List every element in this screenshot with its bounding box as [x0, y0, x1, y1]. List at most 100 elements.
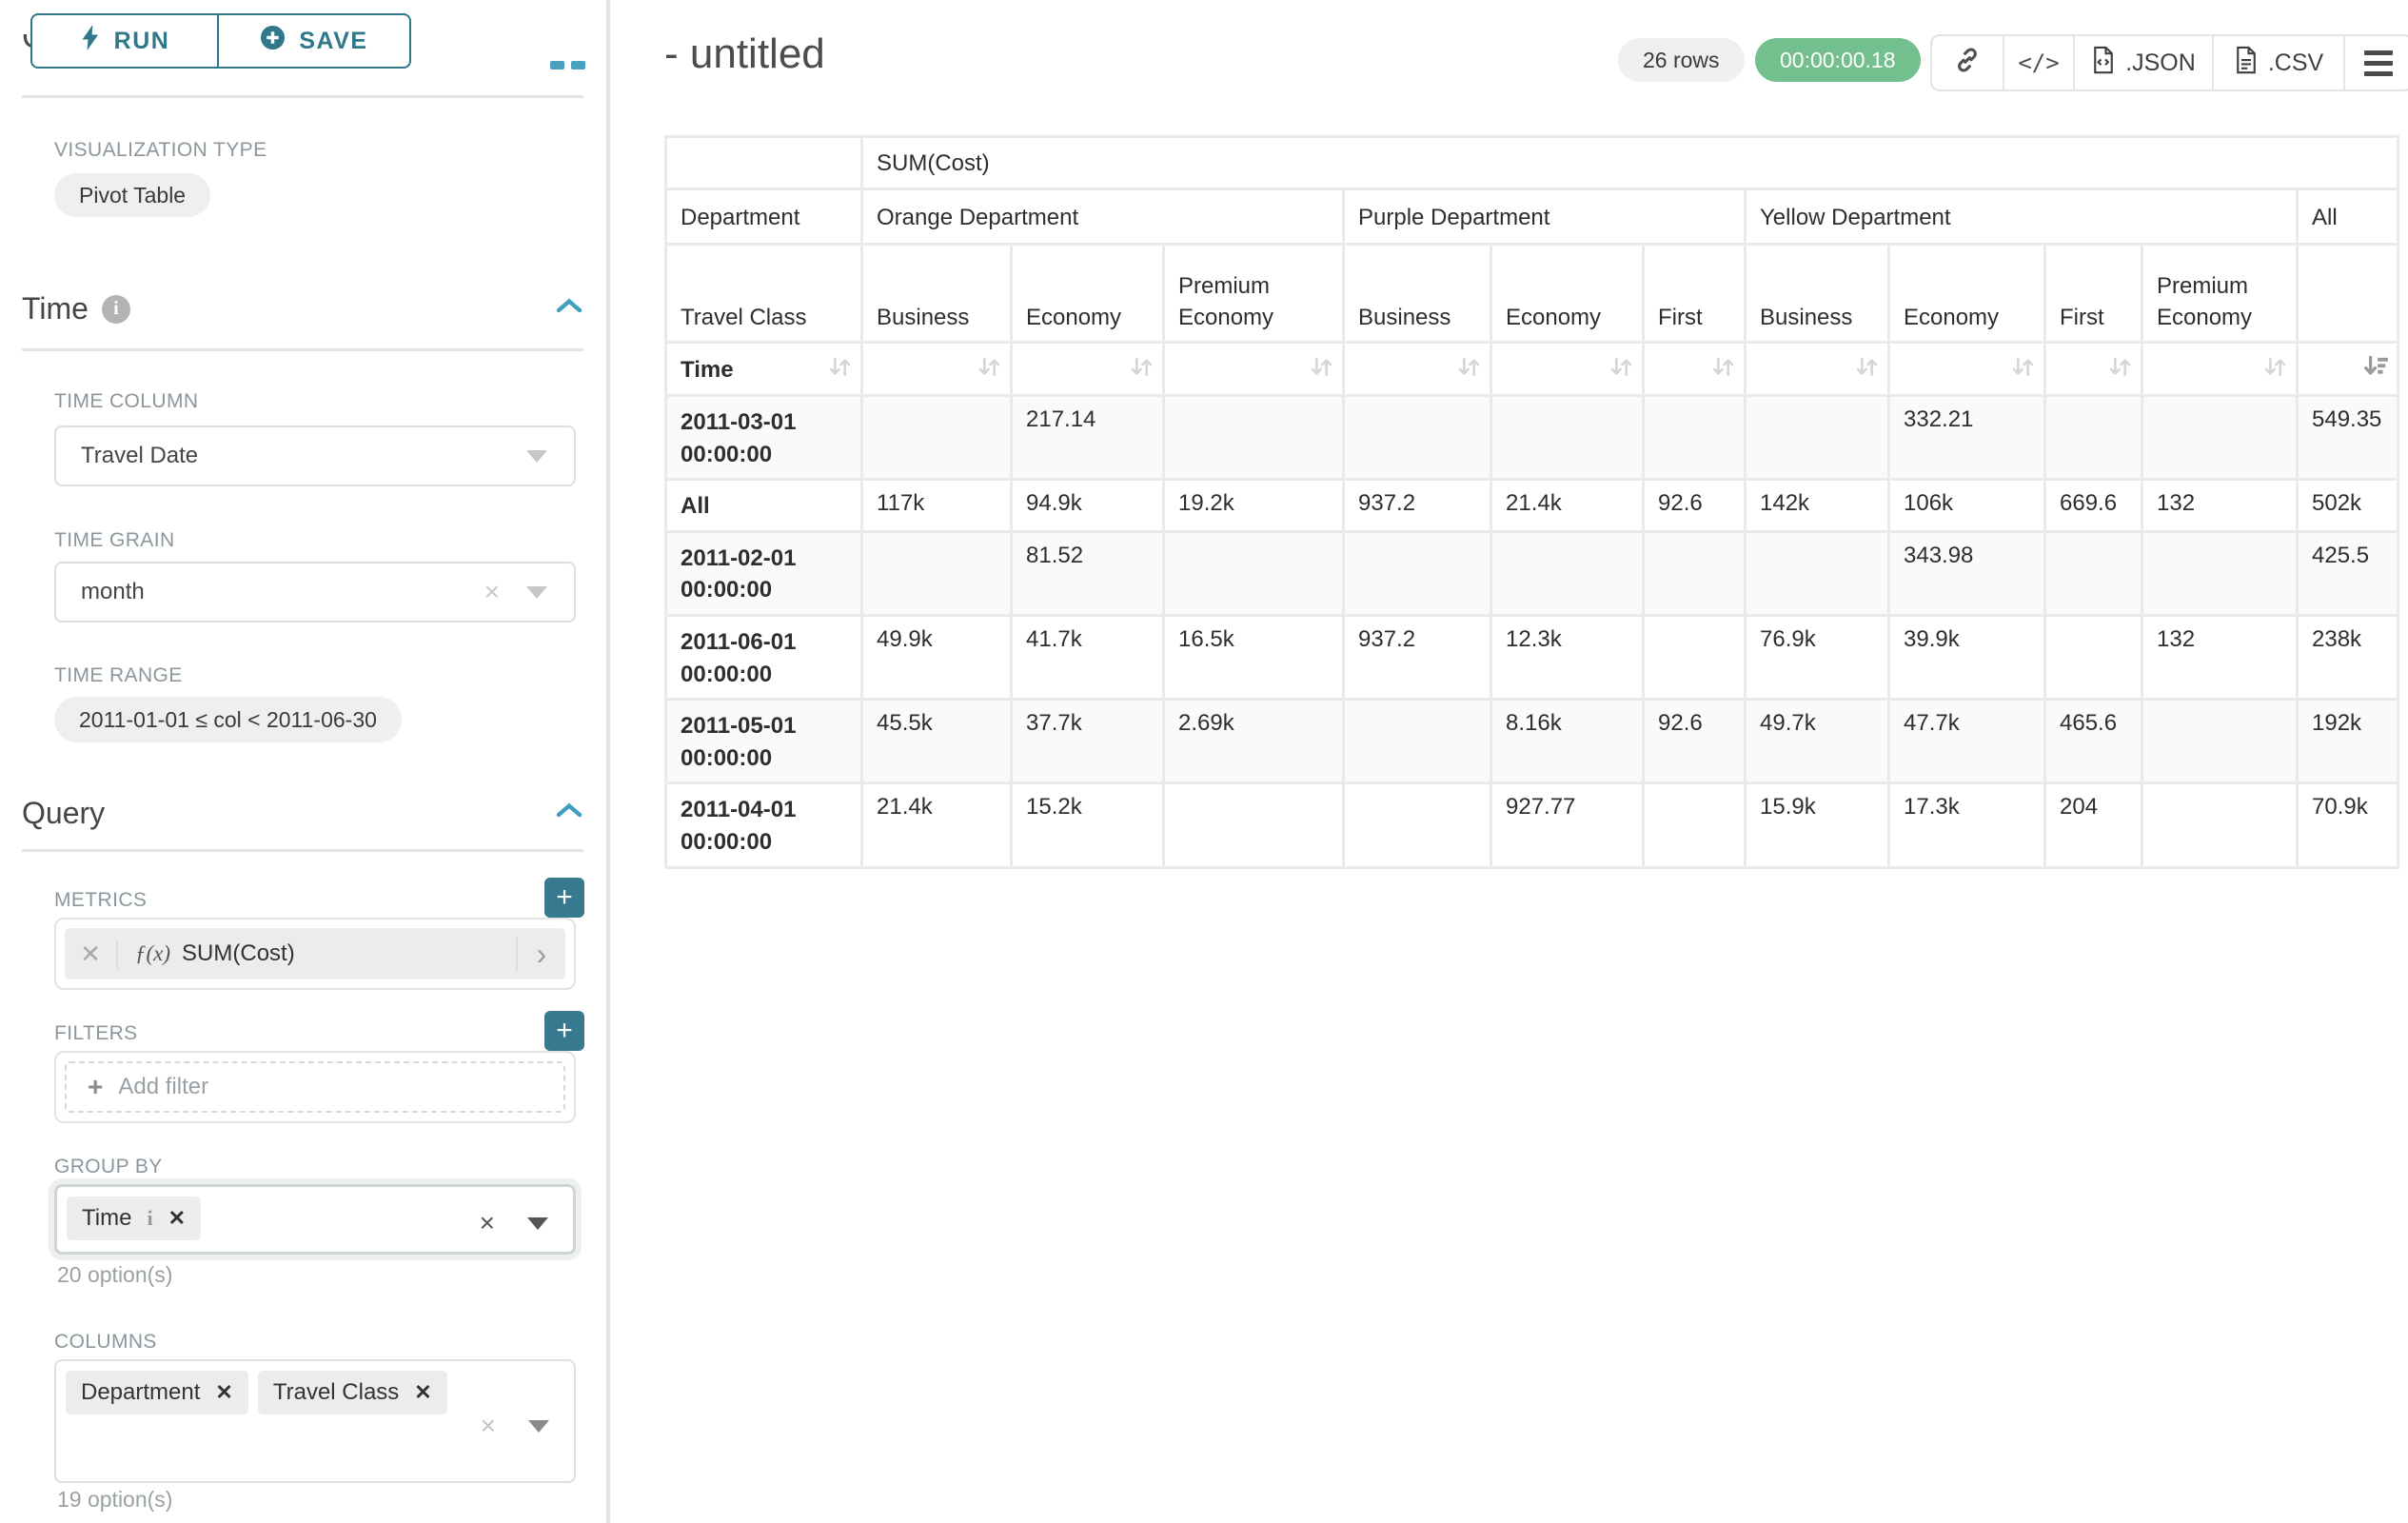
export-csv-label: .CSV [2267, 49, 2324, 76]
chevron-right-icon[interactable]: › [516, 936, 565, 972]
run-button[interactable]: RUN [30, 13, 219, 69]
columns-options-hint: 19 option(s) [57, 1487, 173, 1512]
pivot-col-group-orange-department: Orange Department [863, 190, 1345, 246]
sort-button-column[interactable] [1013, 344, 1165, 397]
pivot-cell: 49.9k [863, 616, 1013, 702]
column-info-icon[interactable]: i [147, 1206, 153, 1230]
info-icon[interactable]: i [101, 294, 130, 324]
pivot-cell: 217.14 [1013, 397, 1165, 482]
pivot-cell: 937.2 [1345, 616, 1492, 702]
pivot-cell: 549.35 [2299, 397, 2399, 482]
metrics-label: METRICS [54, 889, 148, 911]
pivot-cell: 132 [2143, 481, 2299, 533]
time-range-pill[interactable]: 2011-01-01 ≤ col < 2011-06-30 [54, 697, 402, 742]
pivot-cell [2046, 616, 2143, 702]
sort-button-column[interactable] [863, 344, 1013, 397]
share-link-button[interactable] [1932, 36, 2003, 89]
chevron-up-icon[interactable] [555, 296, 583, 322]
export-json-button[interactable]: .JSON [2073, 36, 2212, 89]
pivot-cell [2143, 784, 2299, 869]
caret-down-icon[interactable] [526, 585, 547, 599]
pivot-cell [1165, 532, 1345, 617]
sort-button-column[interactable] [1165, 344, 1345, 397]
caret-down-icon[interactable] [528, 1419, 549, 1433]
sort-icon [2107, 354, 2133, 386]
pivot-col-group-purple-department: Purple Department [1345, 190, 1747, 246]
pivot-row-label: All [667, 481, 863, 533]
viz-type-label: VISUALIZATION TYPE [54, 139, 267, 161]
metric-name: SUM(Cost) [182, 940, 295, 966]
add-filter-dropzone[interactable]: + Add filter [65, 1061, 565, 1113]
clear-all-icon[interactable]: × [480, 1411, 496, 1440]
remove-tag-icon[interactable]: ✕ [168, 1206, 187, 1230]
pivot-cell [1645, 616, 1747, 702]
pivot-row-label: 2011-06-01 00:00:00 [667, 616, 863, 702]
caret-down-icon[interactable] [526, 449, 547, 463]
sort-button-column[interactable] [1492, 344, 1645, 397]
chevron-up-icon[interactable] [555, 801, 583, 826]
save-button[interactable]: SAVE [219, 13, 411, 69]
pivot-cell: 76.9k [1747, 616, 1890, 702]
group-by-tag-time[interactable]: Time i ✕ [67, 1197, 202, 1240]
sort-icon [2262, 354, 2288, 386]
pivot-data-row: 2011-06-01 00:00:00 49.9k 41.7k 16.5k 937.2 1… [667, 616, 2399, 702]
pivot-data-row: 2011-02-01 00:00:00 81.52 343.98 425.5 [667, 532, 2399, 617]
sort-icon [2010, 354, 2036, 386]
pivot-cell [1345, 784, 1492, 869]
sort-button-column[interactable] [2143, 344, 2299, 397]
add-metric-button[interactable]: + [544, 878, 584, 918]
remove-tag-icon[interactable]: ✕ [215, 1380, 233, 1404]
tag-label: Time [82, 1205, 132, 1231]
sort-button-column[interactable] [1645, 344, 1747, 397]
sort-icon [1609, 354, 1634, 386]
tag-label: Department [81, 1379, 201, 1405]
query-timer-badge: 00:00:00.18 [1755, 38, 1921, 82]
save-button-label: SAVE [299, 27, 368, 54]
pivot-cell [1747, 532, 1890, 617]
export-csv-button[interactable]: .CSV [2212, 36, 2343, 89]
query-section-header[interactable]: Query [22, 796, 583, 831]
time-grain-select[interactable]: month × [54, 562, 576, 623]
pivot-cell: 332.21 [1890, 397, 2046, 482]
pivot-cell [1165, 397, 1345, 482]
section-divider [22, 849, 583, 852]
add-filter-placeholder: Add filter [118, 1074, 209, 1099]
export-json-label: .JSON [2125, 49, 2196, 76]
pivot-cell: 21.4k [863, 784, 1013, 869]
add-filter-button[interactable]: + [544, 1011, 584, 1051]
caret-down-icon[interactable] [527, 1216, 548, 1230]
columns-tag-department[interactable]: Department ✕ [66, 1371, 248, 1414]
pivot-data-row: 2011-03-01 00:00:00 217.14 332.21 549.35 [667, 397, 2399, 482]
time-column-select[interactable]: Travel Date [54, 425, 576, 486]
clear-icon[interactable]: × [484, 577, 500, 606]
group-by-select[interactable]: Time i ✕ × [54, 1184, 576, 1255]
pivot-col-group-all: All [2299, 190, 2399, 246]
viz-type-pill[interactable]: Pivot Table [54, 173, 211, 217]
sort-button-all-sorted-desc[interactable] [2299, 344, 2399, 397]
more-options-button[interactable] [2343, 36, 2408, 89]
time-section-header[interactable]: Time i [22, 291, 583, 326]
sort-button-column[interactable] [2046, 344, 2143, 397]
pivot-col-class: Premium Economy [2143, 246, 2299, 344]
clear-all-icon[interactable]: × [479, 1208, 495, 1237]
pivot-cell: 425.5 [2299, 532, 2399, 617]
remove-tag-icon[interactable]: ✕ [414, 1380, 432, 1404]
time-column-value: Travel Date [81, 443, 199, 468]
sort-button-column[interactable] [1747, 344, 1890, 397]
metric-pill[interactable]: ✕ ƒ(x) SUM(Cost) › [65, 928, 565, 979]
columns-tag-travel-class[interactable]: Travel Class ✕ [257, 1371, 447, 1414]
chart-title[interactable]: - untitled [664, 30, 825, 77]
time-range-label: TIME RANGE [54, 664, 183, 686]
pivot-cell: 142k [1747, 481, 1890, 533]
view-query-button[interactable]: </> [2003, 36, 2073, 89]
columns-select[interactable]: Department ✕ Travel Class ✕ × [54, 1359, 576, 1483]
file-code-icon [2091, 46, 2116, 81]
tag-label: Travel Class [272, 1379, 400, 1405]
pivot-cell: 669.6 [2046, 481, 2143, 533]
remove-metric-icon[interactable]: ✕ [65, 939, 118, 969]
sort-button-column[interactable] [1345, 344, 1492, 397]
section-divider [22, 95, 583, 98]
sort-button-time[interactable]: Time [667, 344, 863, 397]
sort-button-column[interactable] [1890, 344, 2046, 397]
